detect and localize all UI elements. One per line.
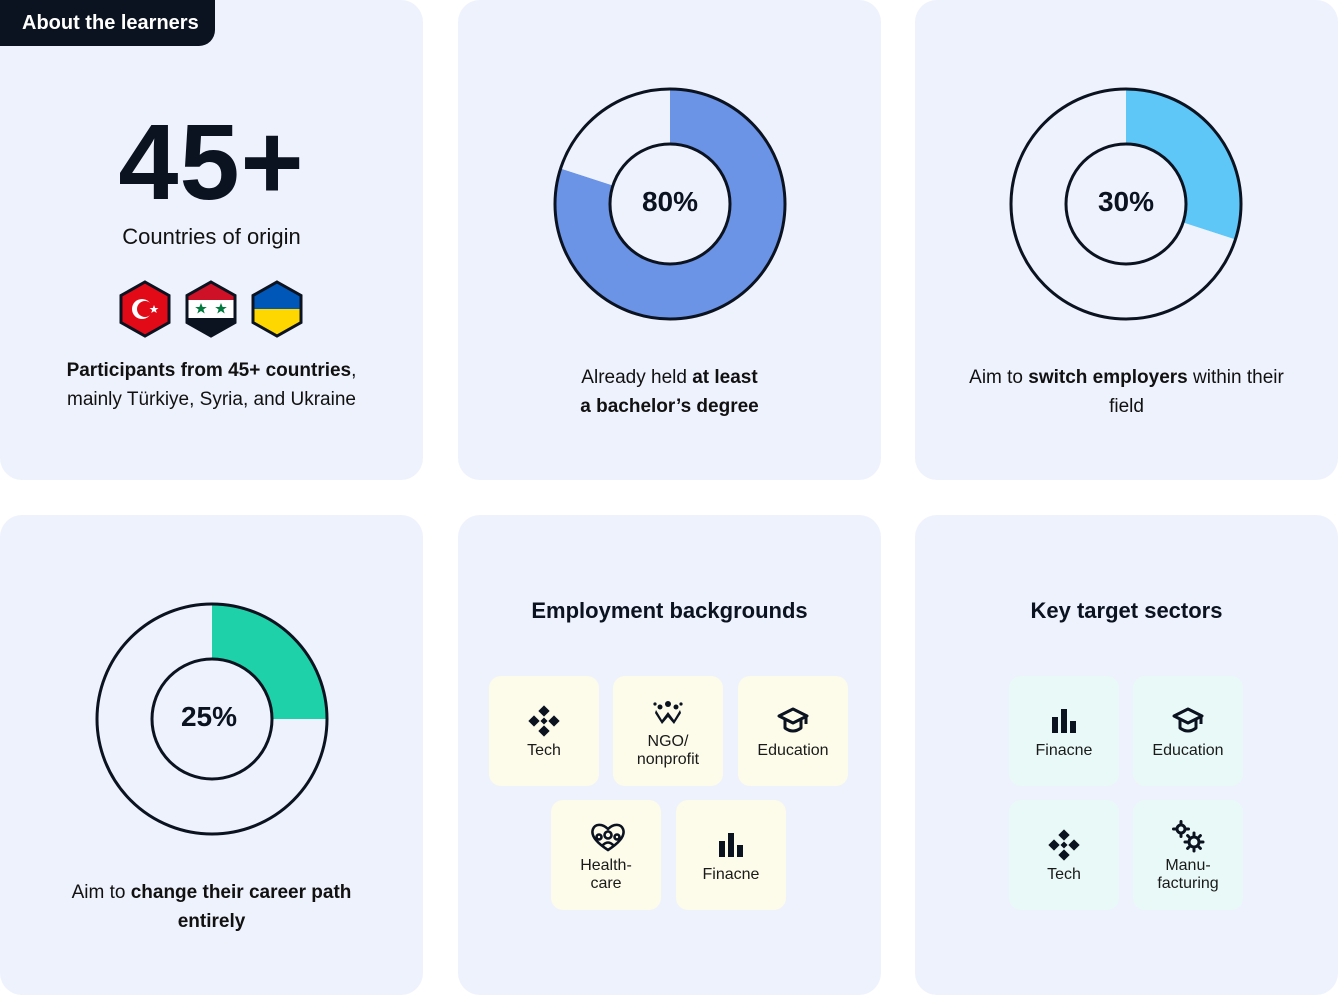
employment-card: Employment backgrounds Tech NGO/nonprofi… xyxy=(458,515,881,995)
countries-desc-bold: Participants from 45+ countries xyxy=(66,360,352,381)
degree-donut-slice-0 xyxy=(555,89,785,319)
degree-donut-slice-1 xyxy=(560,89,670,186)
employment-tile-healthcare-label1: Health- xyxy=(580,857,632,874)
finance-icon xyxy=(1052,709,1076,733)
flags-row xyxy=(119,280,303,338)
employment-title: Employment backgrounds xyxy=(531,598,808,623)
employment-tile-healthcare-label2: care xyxy=(590,875,622,892)
sector-tile-education-label: Education xyxy=(1152,742,1224,759)
education-icon xyxy=(777,707,809,733)
sector-tile-manufacturing: Manu-facturing xyxy=(1133,800,1243,910)
employment-tile-finance-label: Finacne xyxy=(702,866,760,883)
employment-tile-healthcare-label: Health-care xyxy=(551,857,661,893)
ukraine-flag-icon xyxy=(251,280,303,338)
switch-caption-pre: Aim to xyxy=(969,367,1029,388)
career-change-donut-slice-0 xyxy=(212,604,327,719)
degree-donut-label: 80% xyxy=(641,186,699,217)
turkey-flag-icon xyxy=(119,280,171,338)
sectors-title: Key target sectors xyxy=(1030,598,1223,623)
switch-employers-donut-slice-1 xyxy=(1011,89,1236,319)
career-caption-line2: entirely xyxy=(177,911,246,932)
employment-tile-finance: Finacne xyxy=(676,800,786,910)
gears-icon xyxy=(1172,820,1205,853)
employment-tile-education: Education xyxy=(738,676,848,786)
sector-tile-tech: Tech xyxy=(1009,800,1119,910)
sector-tile-finance-label: Finacne xyxy=(1035,742,1093,759)
employment-tile-tech: Tech xyxy=(489,676,599,786)
career-change-caption: Aim to change their career path entirely xyxy=(20,878,403,936)
countries-desc-comma: , xyxy=(351,360,357,381)
countries-desc-rest: mainly Türkiye, Syria, and Ukraine xyxy=(67,389,356,410)
employment-tile-education-label: Education xyxy=(757,742,829,759)
career-change-donut-hole xyxy=(150,657,274,781)
degree-caption-bold: at least xyxy=(692,367,758,388)
sector-tile-education: Education xyxy=(1133,676,1243,786)
tech-icon xyxy=(1048,829,1080,861)
sector-tile-finance: Finacne xyxy=(1009,676,1119,786)
employment-tile-ngo: NGO/nonprofit xyxy=(613,676,723,786)
employment-tile-healthcare: Health-care xyxy=(551,800,661,910)
countries-card: About the learners 45+ Countries of orig… xyxy=(0,0,423,480)
career-change-donut-label: 25% xyxy=(180,701,238,732)
countries-count: 45+ xyxy=(118,101,305,222)
switch-employers-donut-chart xyxy=(1009,87,1243,321)
healthcare-icon xyxy=(591,823,625,852)
employment-tile-ngo-label1: NGO/ xyxy=(647,733,689,750)
finance-icon xyxy=(719,833,743,857)
degree-caption-pre: Already held xyxy=(581,367,693,388)
sectors-card: Key target sectors Finacne Education Tec… xyxy=(915,515,1338,995)
career-caption-pre: Aim to xyxy=(71,882,131,903)
section-tag: About the learners xyxy=(0,0,215,46)
career-change-donut-outline xyxy=(95,602,329,836)
ngo-icon xyxy=(653,701,683,724)
career-change-card: 25% Aim to change their career path enti… xyxy=(0,515,423,995)
switch-employers-caption: Aim to switch employers within their fie… xyxy=(935,363,1318,421)
switch-employers-donut-label: 30% xyxy=(1097,186,1155,217)
degree-caption: Already held at least a bachelor’s degre… xyxy=(478,363,861,421)
education-icon xyxy=(1172,707,1204,733)
switch-employers-card: 30% Aim to switch employers within their… xyxy=(915,0,1338,480)
syria-flag-icon xyxy=(185,280,237,338)
employment-tile-tech-label: Tech xyxy=(527,742,561,759)
switch-employers-donut-slice-0 xyxy=(1126,89,1241,240)
switch-employers-donut-hole xyxy=(1064,142,1188,266)
switch-caption-post: within their xyxy=(1187,367,1284,388)
switch-caption-line2: field xyxy=(1109,396,1144,417)
degree-donut-outline xyxy=(553,87,787,321)
degree-donut-hole xyxy=(608,142,732,266)
career-change-donut-slice-1 xyxy=(97,604,327,834)
career-caption-bold: change their career path xyxy=(130,882,352,903)
countries-description: Participants from 45+ countries, mainly … xyxy=(20,356,403,414)
tech-icon xyxy=(528,705,560,737)
countries-label: Countries of origin xyxy=(122,224,301,249)
sector-tile-manufacturing-label: Manu-facturing xyxy=(1133,857,1243,893)
sector-tile-manufacturing-label1: Manu- xyxy=(1165,857,1211,874)
career-change-donut-chart xyxy=(95,602,329,836)
employment-tile-ngo-label: NGO/nonprofit xyxy=(613,733,723,769)
sector-tile-manufacturing-label2: facturing xyxy=(1157,875,1219,892)
switch-caption-bold: switch employers xyxy=(1028,367,1188,388)
degree-caption-line2: a bachelor’s degree xyxy=(580,396,759,417)
switch-employers-donut-outline xyxy=(1009,87,1243,321)
sector-tile-tech-label: Tech xyxy=(1047,866,1081,883)
degree-donut-chart xyxy=(553,87,787,321)
employment-tile-ngo-label2: nonprofit xyxy=(636,751,700,768)
degree-card: 80% Already held at least a bachelor’s d… xyxy=(458,0,881,480)
